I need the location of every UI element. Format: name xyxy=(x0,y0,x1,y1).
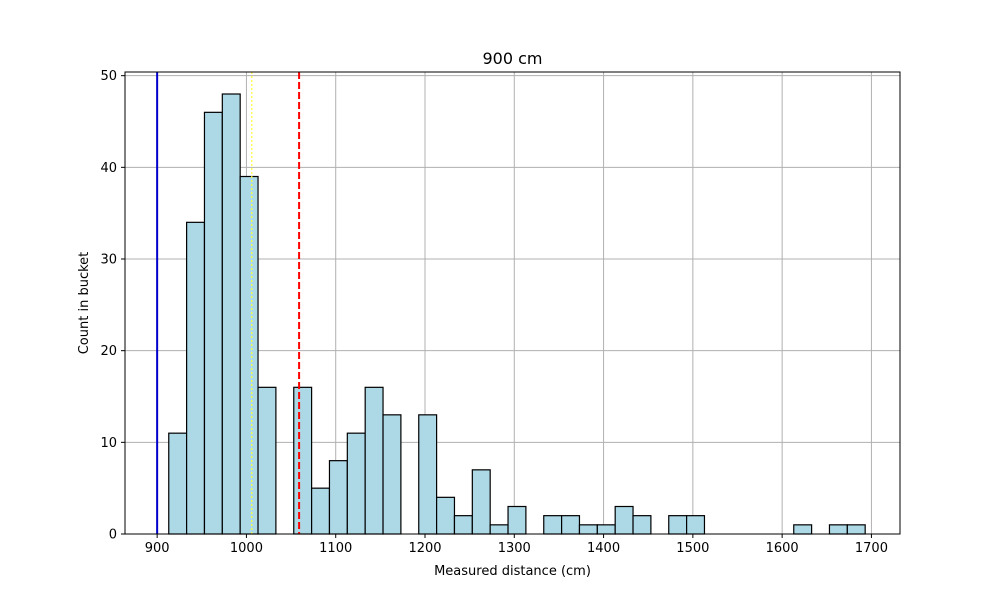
histogram-bar-0 xyxy=(168,432,188,535)
x-tick-label-4: 1300 xyxy=(498,541,531,556)
histogram-bar-38 xyxy=(846,524,866,535)
x-tick-label-7: 1600 xyxy=(766,541,799,556)
histogram-bar-9 xyxy=(328,460,348,535)
y-axis-ticks: 0 10 20 30 40 50 xyxy=(100,69,125,543)
histogram-bar-12 xyxy=(382,414,402,535)
histogram-bar-17 xyxy=(471,469,491,535)
histogram-bar-11 xyxy=(364,386,384,535)
histogram-bar-15 xyxy=(436,496,456,535)
histogram-bar-29 xyxy=(686,515,706,535)
histogram-bar-18 xyxy=(489,524,509,535)
bars xyxy=(168,93,866,535)
y-tick-label-5: 50 xyxy=(100,69,117,84)
histogram-bar-8 xyxy=(311,487,331,535)
histogram-bar-35 xyxy=(793,524,813,535)
histogram-bar-26 xyxy=(632,515,652,535)
x-axis-label: Measured distance (cm) xyxy=(434,564,591,579)
histogram-bar-19 xyxy=(507,505,527,535)
histogram-bar-14 xyxy=(418,414,438,535)
histogram-bar-7 xyxy=(293,386,313,535)
x-tick-label-5: 1400 xyxy=(587,541,620,556)
histogram-bar-16 xyxy=(453,515,473,535)
x-tick-label-8: 1700 xyxy=(855,541,888,556)
chart-title: 900 cm xyxy=(482,49,542,68)
histogram-bar-23 xyxy=(578,524,598,535)
y-tick-label-4: 40 xyxy=(100,161,117,176)
histogram-bar-22 xyxy=(561,515,581,535)
y-tick-label-1: 10 xyxy=(100,436,117,451)
histogram-bar-4 xyxy=(239,175,259,535)
histogram-bar-10 xyxy=(346,432,366,535)
x-tick-label-0: 900 xyxy=(145,541,170,556)
reference-lines xyxy=(156,72,301,534)
plot-frame xyxy=(124,71,901,535)
histogram-bar-25 xyxy=(614,505,634,535)
y-axis-label: Count in bucket xyxy=(77,252,92,355)
x-tick-label-1: 1000 xyxy=(230,541,263,556)
x-tick-label-6: 1500 xyxy=(676,541,709,556)
histogram-bar-5 xyxy=(257,386,277,535)
histogram-bar-37 xyxy=(828,524,848,535)
histogram-bar-21 xyxy=(543,515,563,535)
histogram-bar-3 xyxy=(221,93,241,535)
y-tick-label-3: 30 xyxy=(100,253,117,268)
histogram-bar-28 xyxy=(668,515,688,535)
y-tick-label-0: 0 xyxy=(109,528,117,543)
x-tick-label-2: 1100 xyxy=(319,541,352,556)
histogram-bar-2 xyxy=(203,111,223,535)
histogram-bar-24 xyxy=(596,524,616,535)
y-tick-label-2: 20 xyxy=(100,344,117,359)
x-tick-label-3: 1200 xyxy=(408,541,441,556)
x-axis-ticks: 900 1000 1100 1200 1300 1400 1500 1600 1700 xyxy=(145,534,888,556)
histogram-bar-1 xyxy=(186,221,206,535)
